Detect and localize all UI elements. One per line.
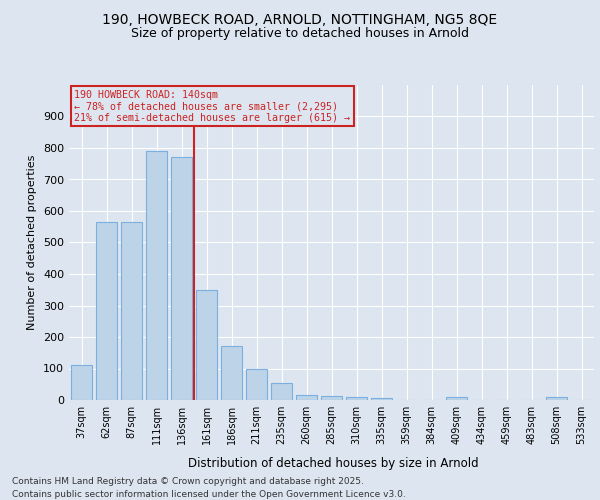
Y-axis label: Number of detached properties: Number of detached properties — [28, 155, 37, 330]
Bar — [371, 398, 392, 400]
Bar — [221, 346, 242, 400]
Text: Distribution of detached houses by size in Arnold: Distribution of detached houses by size … — [188, 458, 478, 470]
Bar — [171, 158, 192, 400]
Bar — [271, 382, 292, 400]
Bar — [121, 222, 142, 400]
Bar — [96, 222, 117, 400]
Text: Contains public sector information licensed under the Open Government Licence v3: Contains public sector information licen… — [12, 490, 406, 499]
Bar — [146, 151, 167, 400]
Text: Contains HM Land Registry data © Crown copyright and database right 2025.: Contains HM Land Registry data © Crown c… — [12, 478, 364, 486]
Text: 190 HOWBECK ROAD: 140sqm
← 78% of detached houses are smaller (2,295)
21% of sem: 190 HOWBECK ROAD: 140sqm ← 78% of detach… — [74, 90, 350, 123]
Bar — [296, 396, 317, 400]
Bar — [346, 398, 367, 400]
Bar — [196, 290, 217, 400]
Text: 190, HOWBECK ROAD, ARNOLD, NOTTINGHAM, NG5 8QE: 190, HOWBECK ROAD, ARNOLD, NOTTINGHAM, N… — [103, 12, 497, 26]
Bar — [246, 368, 267, 400]
Bar — [321, 396, 342, 400]
Bar — [446, 398, 467, 400]
Bar — [71, 366, 92, 400]
Bar — [546, 398, 567, 400]
Text: Size of property relative to detached houses in Arnold: Size of property relative to detached ho… — [131, 28, 469, 40]
